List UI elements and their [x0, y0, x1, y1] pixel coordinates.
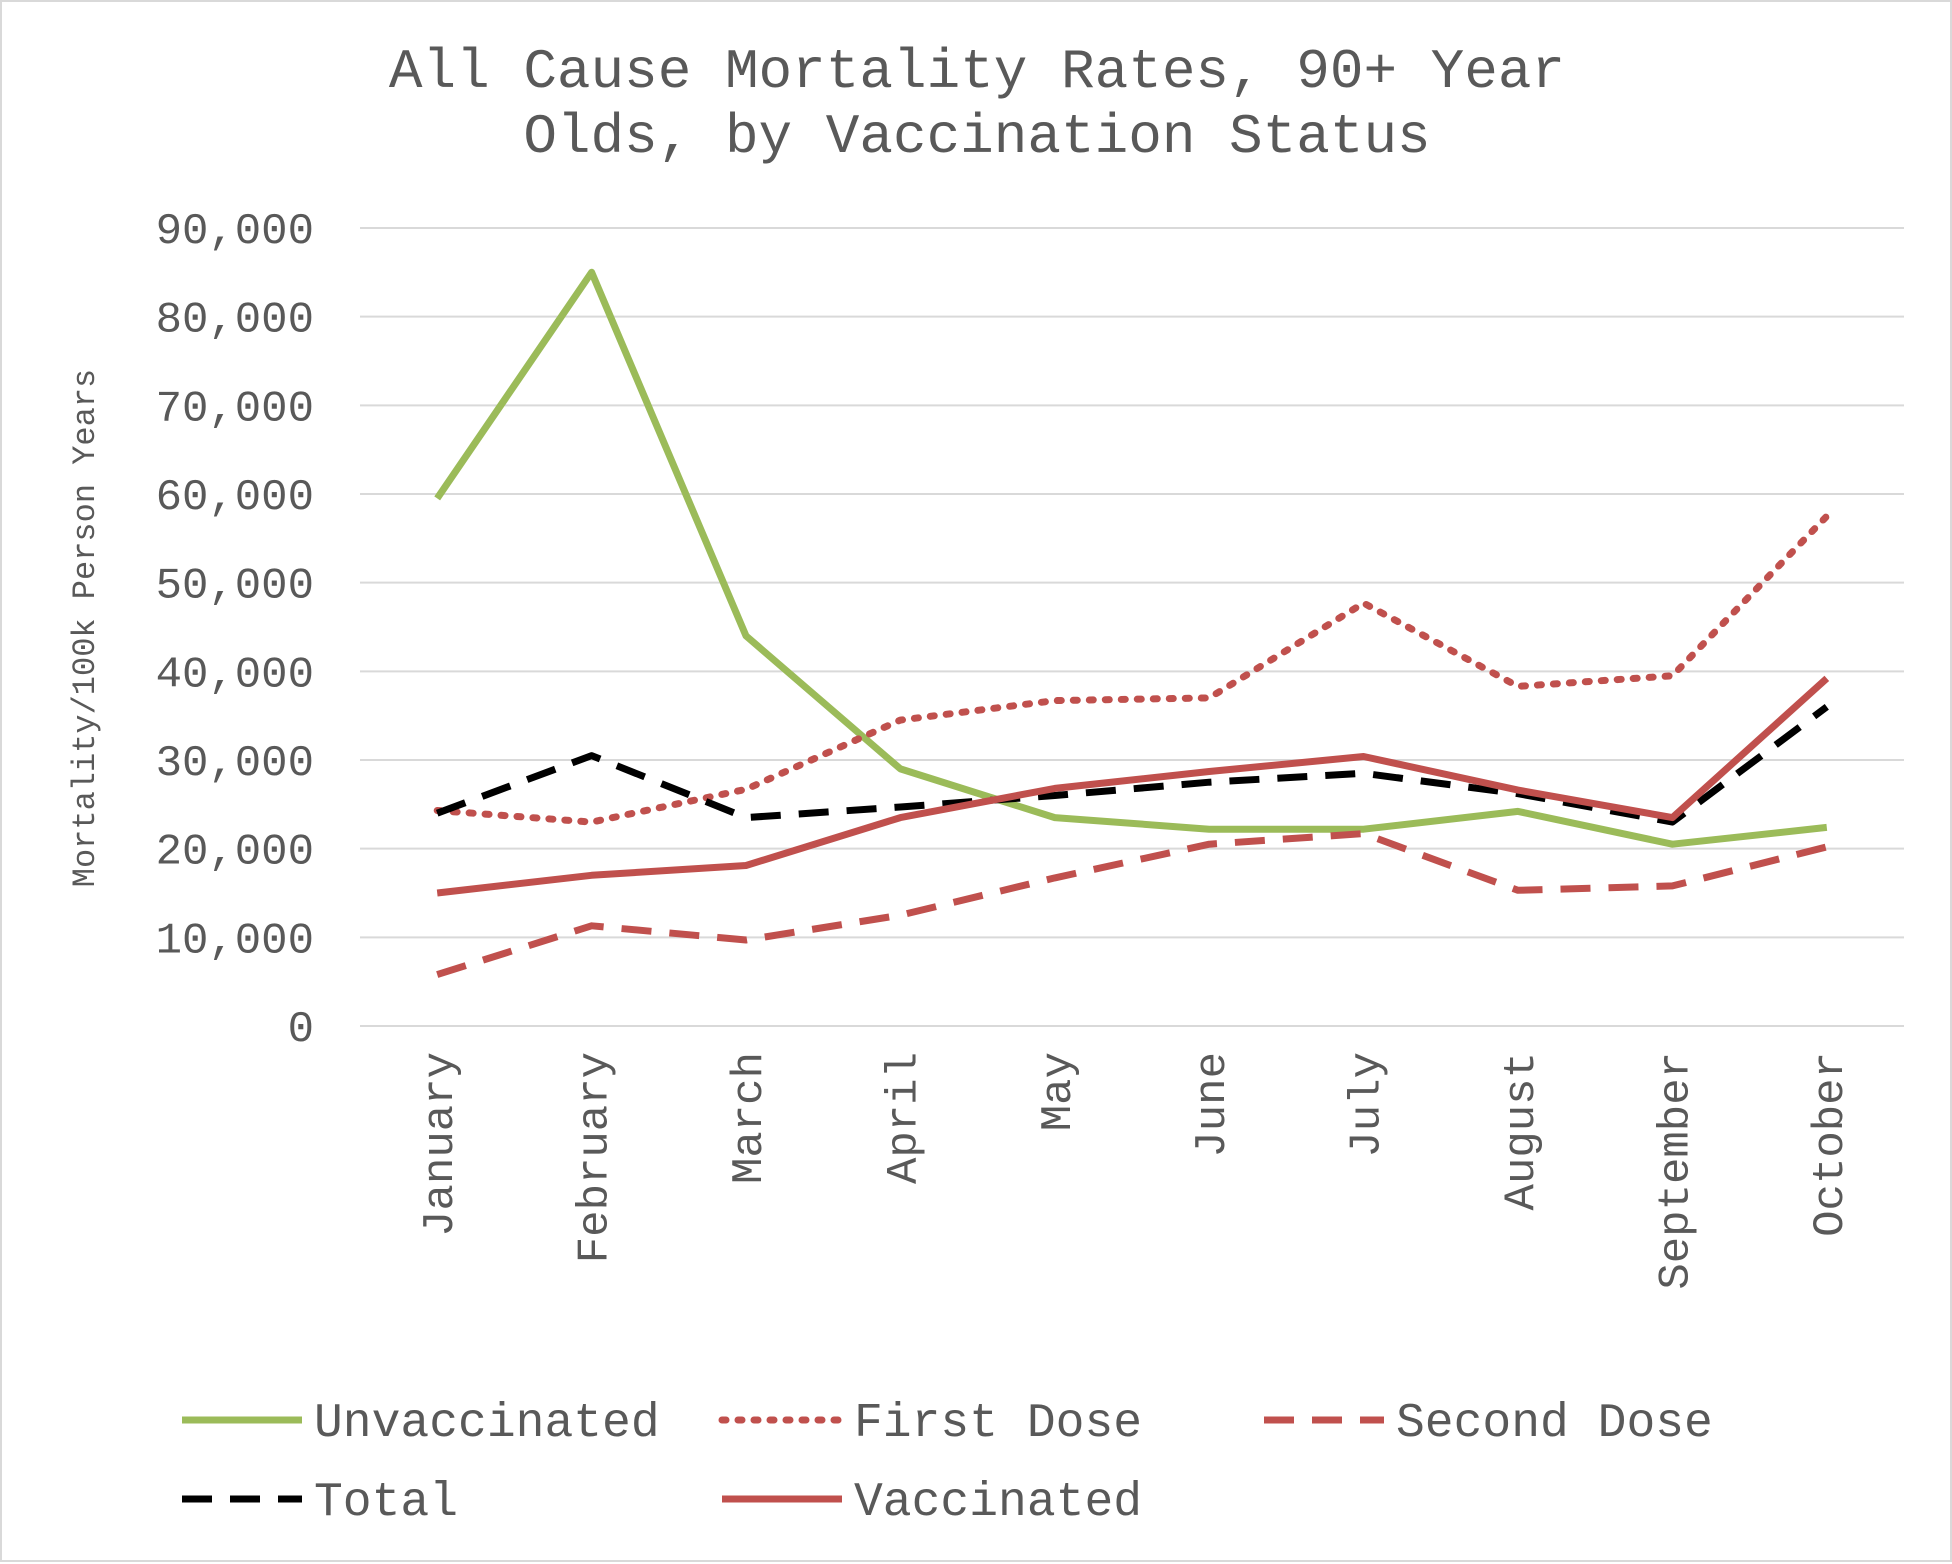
x-tick-label: January: [416, 1052, 466, 1237]
y-tick-label: 60,000: [156, 473, 314, 523]
legend-item-second-dose: Second Dose: [1264, 1397, 1713, 1451]
y-tick-label: 70,000: [156, 384, 314, 434]
x-tick-label: February: [571, 1052, 621, 1263]
legend: Unvaccinated First Dose Second Dose Total Va…: [182, 1397, 1713, 1530]
series-line-second-dose: [436, 830, 1828, 978]
legend-item-first-dose: First Dose: [718, 1397, 1142, 1451]
legend-label: Second Dose: [1396, 1397, 1713, 1451]
x-tick-label: September: [1651, 1052, 1701, 1290]
x-tick-label: July: [1343, 1052, 1393, 1158]
y-axis-ticks: 0 10,000 20,000 30,000 40,000 50,000 60,000 70,…: [156, 207, 314, 1055]
legend-label: Unvaccinated: [314, 1397, 660, 1451]
x-tick-label: April: [879, 1052, 929, 1184]
series-lines: [433, 268, 1831, 978]
x-tick-label: August: [1497, 1052, 1547, 1210]
y-tick-label: 50,000: [156, 562, 314, 612]
chart-title-line-2: Olds, by Vaccination Status: [523, 105, 1430, 169]
legend-item-unvaccinated: Unvaccinated: [182, 1397, 660, 1451]
series-line-first-dose: [433, 512, 1831, 826]
x-tick-label: March: [725, 1052, 775, 1184]
y-tick-label: 20,000: [156, 828, 314, 878]
series-line-total: [435, 703, 1829, 826]
legend-label: Vaccinated: [854, 1476, 1142, 1530]
y-tick-label: 10,000: [156, 916, 314, 966]
y-tick-label: 30,000: [156, 739, 314, 789]
legend-label: First Dose: [854, 1397, 1142, 1451]
y-tick-label: 80,000: [156, 296, 314, 346]
y-tick-label: 90,000: [156, 207, 314, 257]
chart-title-line-1: All Cause Mortality Rates, 90+ Year: [389, 40, 1565, 104]
legend-item-vaccinated: Vaccinated: [722, 1476, 1142, 1530]
y-tick-label: 0: [288, 1005, 314, 1055]
x-axis-ticks: January February March April May June July Augu…: [416, 1052, 1856, 1290]
x-tick-label: June: [1188, 1052, 1238, 1158]
x-tick-label: October: [1806, 1052, 1856, 1237]
legend-item-total: Total: [182, 1476, 458, 1530]
gridlines: [360, 227, 1904, 1027]
y-axis-title: Mortality/100k Person Years: [67, 369, 104, 887]
series-line-unvaccinated: [434, 268, 1828, 848]
legend-label: Total: [314, 1476, 458, 1530]
x-tick-label: May: [1034, 1052, 1084, 1131]
series-line-vaccinated: [436, 675, 1830, 897]
y-tick-label: 40,000: [156, 650, 314, 700]
